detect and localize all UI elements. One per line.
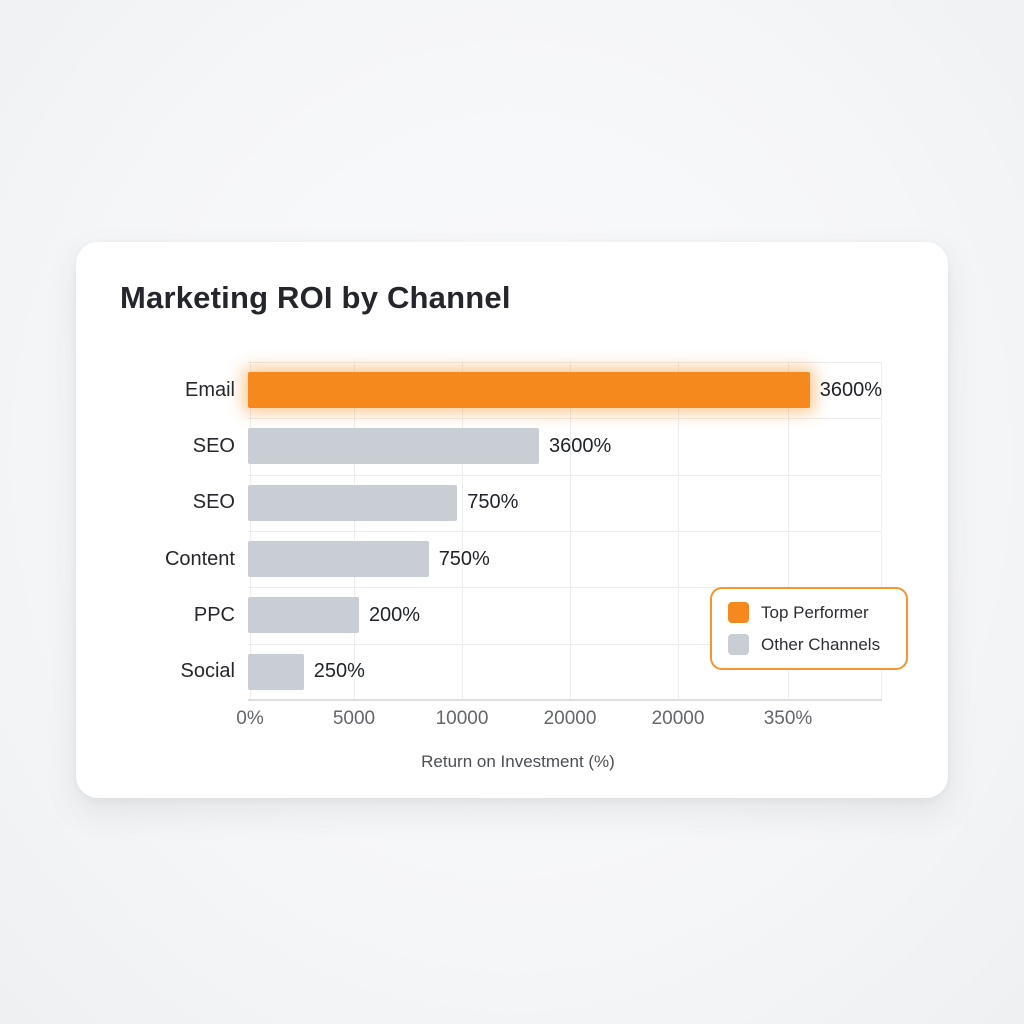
bar-ppc[interactable] xyxy=(248,597,359,634)
bar-track: 250% xyxy=(248,644,882,700)
chart-card: Marketing ROI by Channel Email 3600% SEO xyxy=(76,242,948,798)
legend-label: Top Performer xyxy=(761,602,869,622)
bar-row: SEO 750% xyxy=(76,475,882,531)
x-tick-label: 20000 xyxy=(543,708,597,729)
bar-track: 750% xyxy=(248,475,882,531)
value-label: 750% xyxy=(467,491,519,514)
gridline xyxy=(248,362,882,363)
x-tick-label: 350% xyxy=(763,708,813,729)
bar-rows: Email 3600% SEO 3600% SEO 750% Content xyxy=(76,362,882,700)
gridline xyxy=(248,475,882,476)
category-label: Social xyxy=(180,660,235,683)
x-tick-label: 10000 xyxy=(435,708,489,729)
value-label: 250% xyxy=(313,660,365,683)
legend-swatch-orange xyxy=(728,602,749,623)
gridline xyxy=(248,418,882,419)
category-label: Content xyxy=(164,547,235,570)
gridline xyxy=(248,587,882,588)
bar-track: 750% xyxy=(248,531,882,587)
value-label: 750% xyxy=(438,547,490,570)
x-axis-line xyxy=(248,699,882,701)
x-tick-label: 20000 xyxy=(651,708,705,729)
value-label: 3600% xyxy=(819,378,882,401)
value-label: 200% xyxy=(368,603,421,626)
bar-email[interactable] xyxy=(248,372,810,409)
chart-title: Marketing ROI by Channel xyxy=(120,280,511,315)
bar-row: PPC 200% xyxy=(76,587,882,643)
category-label: PPC xyxy=(193,603,235,626)
value-label: 3600% xyxy=(549,434,612,457)
gridline xyxy=(248,644,882,645)
x-tick-label: 5000 xyxy=(332,708,376,729)
legend-swatch-gray xyxy=(728,634,749,655)
bar-row: Social 250% xyxy=(76,644,882,700)
bar-seo-1[interactable] xyxy=(248,428,539,465)
legend: Top Performer Other Channels xyxy=(710,587,908,670)
category-label: SEO xyxy=(192,491,235,514)
x-axis-title: Return on Investment (%) xyxy=(421,752,615,771)
bar-row: Email 3600% xyxy=(76,362,882,418)
legend-item-other-channels[interactable]: Other Channels xyxy=(728,634,890,655)
legend-item-top-performer[interactable]: Top Performer xyxy=(728,602,890,623)
x-axis-ticks: 0% 5000 10000 20000 20000 350% xyxy=(236,708,882,732)
legend-label: Other Channels xyxy=(761,634,881,654)
bar-track: 3600% xyxy=(248,362,882,418)
category-label: Email xyxy=(184,378,235,401)
bar-content[interactable] xyxy=(248,541,429,578)
bar-track: 200% xyxy=(248,587,882,643)
bar-track: 3600% xyxy=(248,418,882,474)
x-tick-label: 0% xyxy=(236,708,264,729)
bar-seo-2[interactable] xyxy=(248,484,458,521)
gridline xyxy=(248,531,882,532)
bar-row: Content 750% xyxy=(76,531,882,587)
bar-row: SEO 3600% xyxy=(76,418,882,474)
category-label: SEO xyxy=(192,434,235,457)
plot-area xyxy=(248,362,882,701)
bar-social[interactable] xyxy=(248,653,304,690)
